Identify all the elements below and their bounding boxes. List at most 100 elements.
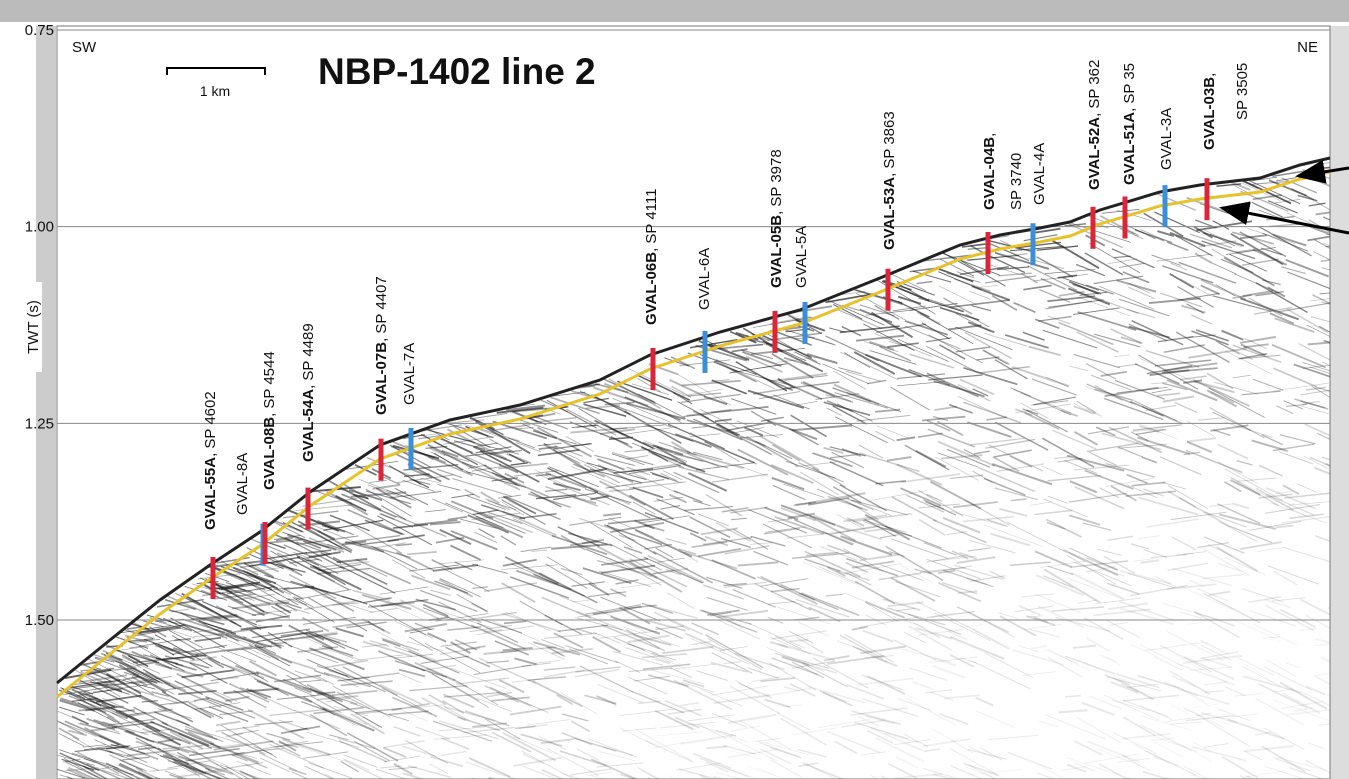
reflector — [1122, 732, 1171, 740]
reflector — [1224, 468, 1283, 501]
reflector — [566, 408, 617, 436]
reflector — [628, 643, 685, 669]
reflector — [175, 663, 197, 671]
reflector — [467, 514, 510, 534]
reflector — [854, 721, 909, 740]
reflector — [82, 744, 106, 748]
reflector — [150, 720, 210, 747]
reflector — [1027, 265, 1077, 291]
reflector — [719, 646, 748, 651]
reflector — [1239, 231, 1287, 258]
reflector — [169, 730, 204, 750]
reflector — [438, 726, 486, 732]
reflector — [802, 381, 836, 398]
reflector — [419, 451, 435, 459]
reflector — [306, 549, 332, 554]
reflector — [689, 516, 731, 539]
reflector — [722, 448, 758, 465]
reflector — [1255, 697, 1304, 726]
reflector — [784, 375, 828, 381]
reflector — [874, 305, 900, 320]
reflector — [895, 756, 919, 769]
reflector — [501, 564, 558, 570]
reflector — [918, 519, 946, 536]
reflector — [404, 623, 448, 633]
reflector — [1186, 440, 1213, 453]
reflector — [220, 662, 265, 679]
reflector — [324, 659, 369, 669]
reflector — [483, 649, 518, 655]
reflector — [648, 451, 706, 473]
reflector — [707, 609, 740, 616]
reflector — [1140, 724, 1193, 752]
sw-label: SW — [72, 39, 97, 56]
reflector — [59, 752, 100, 772]
reflector — [622, 484, 664, 498]
reflector — [804, 550, 861, 578]
reflector — [711, 473, 769, 483]
reflector — [1020, 392, 1072, 414]
reflector — [500, 535, 517, 546]
reflector — [912, 681, 934, 691]
reflector — [362, 716, 383, 728]
reflector — [266, 732, 291, 741]
reflector — [457, 716, 501, 732]
reflector — [63, 758, 81, 763]
reflector — [1254, 731, 1272, 736]
reflector — [398, 668, 426, 678]
reflector — [255, 614, 290, 623]
reflector — [122, 656, 161, 674]
reflector — [453, 440, 486, 451]
reflector — [583, 403, 627, 417]
reflector — [254, 644, 280, 661]
core-detail: , SP 3863 — [881, 111, 898, 177]
core-detail: GVAL-6A — [696, 248, 713, 310]
reflector — [923, 747, 941, 753]
reflector — [337, 676, 370, 682]
reflector — [362, 640, 413, 658]
reflector — [1015, 241, 1061, 249]
reflector — [210, 564, 246, 580]
reflector — [713, 361, 739, 372]
reflector — [1137, 436, 1191, 455]
reflector — [1181, 304, 1206, 314]
reflector — [419, 477, 442, 484]
reflector — [146, 738, 198, 755]
reflector — [839, 484, 887, 512]
reflector — [378, 650, 426, 672]
reflector — [1252, 180, 1288, 185]
reflector — [145, 724, 191, 745]
reflector — [193, 628, 222, 633]
reflector — [165, 751, 219, 770]
core-detail: , SP 4602 — [202, 391, 219, 457]
reflector — [1203, 229, 1243, 248]
reflector — [852, 645, 870, 655]
reflector — [206, 698, 256, 719]
reflector — [904, 320, 949, 336]
reflector — [645, 739, 694, 763]
reflector — [898, 339, 949, 362]
reflector — [1083, 617, 1124, 640]
reflector — [1228, 180, 1251, 191]
reflector — [541, 768, 584, 779]
reflector — [190, 613, 238, 621]
reflector — [589, 771, 613, 776]
reflector — [1045, 300, 1092, 310]
reflector — [1151, 388, 1172, 394]
reflector — [570, 720, 590, 733]
reflector — [612, 397, 671, 423]
reflector — [1306, 386, 1326, 391]
reflector — [465, 645, 486, 650]
reflector — [1179, 585, 1234, 611]
reflector — [169, 773, 187, 779]
reflector — [771, 443, 801, 462]
reflector — [1241, 665, 1282, 687]
reflector — [345, 540, 385, 553]
reflector — [649, 604, 698, 619]
reflector — [393, 725, 421, 737]
reflector — [76, 751, 120, 775]
reflector — [1166, 241, 1189, 252]
reflector — [680, 734, 735, 745]
reflector — [1068, 492, 1127, 503]
reflector — [77, 702, 116, 723]
